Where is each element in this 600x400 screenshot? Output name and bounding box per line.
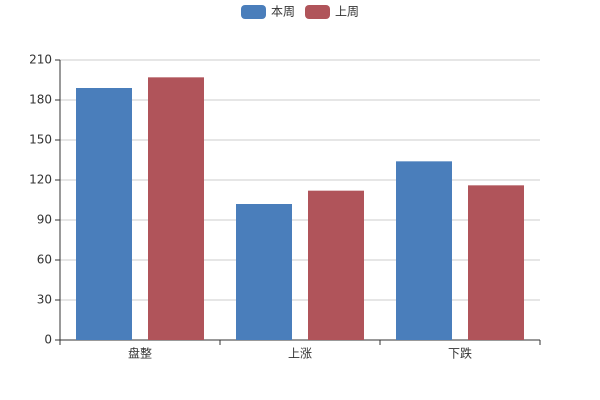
bar (396, 161, 452, 340)
bar (76, 88, 132, 340)
y-tick-label: 30 (37, 293, 52, 307)
bar (148, 77, 204, 340)
legend-swatch[interactable] (305, 5, 330, 19)
y-tick-label: 0 (44, 333, 52, 347)
y-tick-label: 210 (29, 53, 52, 67)
bar (308, 190, 364, 340)
bar (468, 185, 524, 340)
bar (236, 204, 292, 340)
legend-label[interactable]: 本周 (271, 5, 295, 19)
legend-swatch[interactable] (241, 5, 266, 19)
y-tick-label: 180 (29, 93, 52, 107)
y-tick-label: 150 (29, 133, 52, 147)
legend-label[interactable]: 上周 (335, 5, 359, 19)
x-tick-label: 上涨 (288, 346, 312, 361)
x-tick-label: 盘整 (128, 346, 152, 361)
y-tick-label: 120 (29, 173, 52, 187)
x-tick-label: 下跌 (448, 346, 472, 361)
y-tick-label: 90 (37, 213, 52, 227)
y-tick-label: 60 (37, 253, 52, 267)
